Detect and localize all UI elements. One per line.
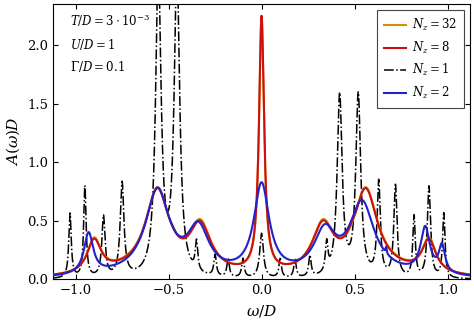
$N_z = 2$ bbox=[45, 274, 51, 278]
$N_z = 1$ bbox=[298, 273, 304, 277]
$N_z = 2$ bbox=[317, 230, 322, 234]
$N_z = 8$ bbox=[200, 221, 205, 225]
$N_z = 1$ bbox=[473, 277, 474, 281]
$N_z = 8$ bbox=[259, 14, 264, 18]
X-axis label: $\omega/D$: $\omega/D$ bbox=[246, 303, 277, 319]
Line: $N_z = 1$: $N_z = 1$ bbox=[48, 0, 474, 279]
Line: $N_z = 2$: $N_z = 2$ bbox=[48, 182, 474, 276]
$N_z = 32$ bbox=[259, 14, 264, 18]
$N_z = 1$ bbox=[362, 242, 368, 245]
$N_z = 2$ bbox=[66, 270, 72, 274]
$N_z = 8$ bbox=[45, 273, 51, 277]
$N_z = 8$ bbox=[66, 269, 72, 273]
$N_z = 8$ bbox=[317, 223, 322, 226]
$N_z = 32$ bbox=[317, 221, 322, 225]
Line: $N_z = 32$: $N_z = 32$ bbox=[48, 16, 474, 275]
$N_z = 1$ bbox=[66, 226, 72, 230]
$N_z = 32$ bbox=[66, 269, 72, 273]
$N_z = 1$ bbox=[45, 276, 51, 280]
Y-axis label: $A(\omega)D$: $A(\omega)D$ bbox=[4, 117, 22, 166]
$N_z = 32$ bbox=[45, 273, 51, 277]
$N_z = 8$ bbox=[362, 186, 368, 190]
Text: $T/D = 3 \cdot 10^{-3}$
$U/D = 1$
$\Gamma/D = 0.1$: $T/D = 3 \cdot 10^{-3}$ $U/D = 1$ $\Gamm… bbox=[70, 12, 150, 74]
Legend: $N_z = 32$, $N_z = 8$, $N_z = 1$, $N_z = 2$: $N_z = 32$, $N_z = 8$, $N_z = 1$, $N_z =… bbox=[377, 10, 464, 108]
$N_z = 2$ bbox=[259, 180, 264, 184]
Line: $N_z = 8$: $N_z = 8$ bbox=[48, 16, 474, 275]
$N_z = 1$ bbox=[317, 270, 322, 274]
$N_z = 2$ bbox=[362, 201, 368, 205]
$N_z = 32$ bbox=[200, 219, 205, 223]
$N_z = 32$ bbox=[473, 273, 474, 277]
$N_z = 2$ bbox=[473, 274, 474, 278]
$N_z = 32$ bbox=[362, 185, 368, 189]
$N_z = 2$ bbox=[385, 252, 391, 255]
$N_z = 8$ bbox=[385, 244, 391, 248]
$N_z = 32$ bbox=[298, 256, 304, 260]
$N_z = 1$ bbox=[200, 268, 205, 272]
$N_z = 32$ bbox=[385, 243, 391, 247]
$N_z = 2$ bbox=[200, 225, 205, 229]
$N_z = 2$ bbox=[298, 257, 304, 261]
$N_z = 1$ bbox=[385, 265, 391, 269]
$N_z = 8$ bbox=[298, 257, 304, 261]
$N_z = 8$ bbox=[473, 273, 474, 277]
